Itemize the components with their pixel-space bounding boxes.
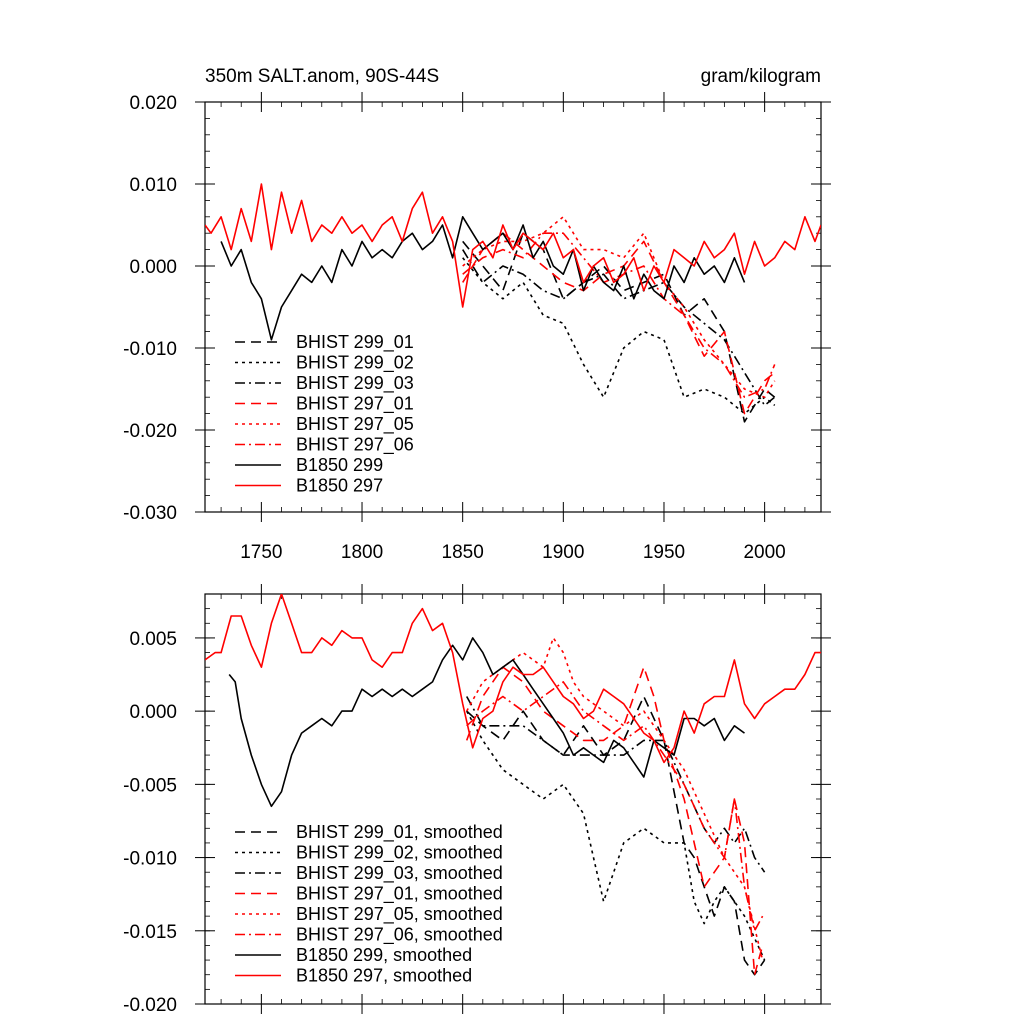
y-tick-label: -0.020 [123,995,177,1016]
series-line-0 [466,695,766,976]
series-line-7 [205,594,821,764]
legend-label: B1850 299, smoothed [296,945,472,965]
y-tick-label: 0.000 [129,702,177,723]
series-line-7 [205,183,821,308]
x-tick-label: 1950 [643,542,685,563]
y-tick-label: -0.030 [123,503,177,524]
y-tick-label: -0.010 [123,849,177,870]
series-line-6 [228,637,745,808]
legend-label: BHIST 299_03 [296,373,414,394]
y-tick-label: -0.015 [123,922,177,943]
series-line-1 [462,257,776,415]
legend-label: BHIST 297_01, smoothed [296,884,503,905]
y-tick-label: 0.010 [129,175,177,196]
legend-label: BHIST 299_03, smoothed [296,863,503,884]
series-group [205,183,821,423]
y-tick-label: -0.020 [123,421,177,442]
series-group [205,594,821,976]
legend-label: BHIST 297_06, smoothed [296,925,503,946]
legend-label: BHIST 299_01, smoothed [296,822,503,843]
series-line-1 [465,710,766,961]
series-line-4 [465,637,764,961]
top-panel: 350m SALT.anom, 90S-44S gram/kilogram 17… [123,66,831,563]
x-tick-label: 1800 [341,542,383,563]
series-line-5 [462,232,776,399]
legend-label: BHIST 297_06 [296,435,414,456]
legend-label: BHIST 297_05, smoothed [296,904,503,925]
series-line-3 [462,232,776,415]
x-tick-label: 1750 [240,542,282,563]
top-units-label: gram/kilogram [701,66,821,87]
legend-label: BHIST 299_01 [296,332,414,353]
top-title: 350m SALT.anom, 90S-44S [205,66,439,87]
y-tick-label: 0.000 [129,257,177,278]
y-tick-label: -0.010 [123,339,177,360]
legend-label: B1850 297 [296,476,383,496]
y-tick-label: -0.005 [123,775,177,796]
x-tick-label: 2000 [743,542,785,563]
x-tick-label: 1850 [442,542,484,563]
legend-label: B1850 299 [296,455,383,475]
y-tick-label: 0.020 [129,93,177,114]
series-line-2 [465,696,766,873]
y-tick-label: 0.005 [129,629,177,650]
x-tick-label: 1900 [542,542,584,563]
plot-frame [204,101,822,513]
legend-label: BHIST 299_02 [296,353,414,374]
legend-label: B1850 297, smoothed [296,966,472,986]
series-line-3 [465,666,764,976]
series-line-5 [466,681,764,932]
series-line-0 [462,232,776,423]
legend-label: BHIST 299_02, smoothed [296,843,503,864]
bottom-panel: -0.020 -0.015 -0.010 -0.005 0.000 0.005 BHIST … [123,584,831,1016]
legend-label: BHIST 297_05 [296,414,414,435]
series-line-6 [220,216,746,341]
legend-label: BHIST 297_01 [296,394,414,415]
series-line-4 [462,216,776,399]
